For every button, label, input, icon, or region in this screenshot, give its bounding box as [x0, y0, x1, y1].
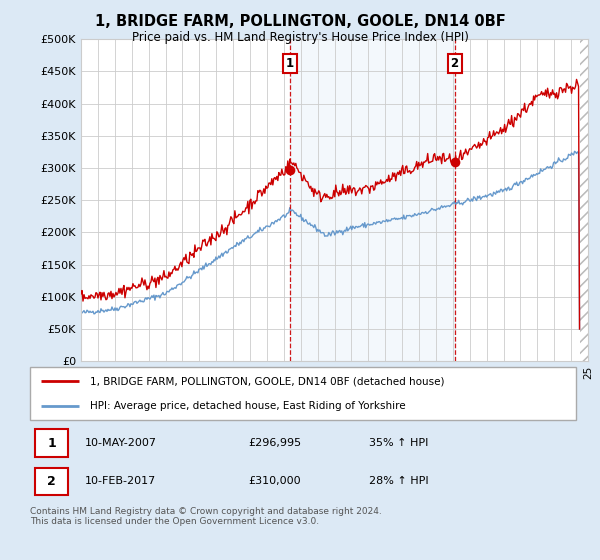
Bar	[580, 39, 588, 361]
Bar	[580, 39, 588, 361]
Text: Contains HM Land Registry data © Crown copyright and database right 2024.
This d: Contains HM Land Registry data © Crown c…	[30, 507, 382, 526]
FancyBboxPatch shape	[30, 367, 576, 420]
FancyBboxPatch shape	[35, 468, 68, 495]
Text: £296,995: £296,995	[248, 438, 302, 448]
Bar	[290, 39, 455, 361]
Text: 28% ↑ HPI: 28% ↑ HPI	[368, 476, 428, 486]
Text: 2: 2	[47, 475, 56, 488]
Text: 2: 2	[451, 57, 459, 70]
Text: 10-MAY-2007: 10-MAY-2007	[85, 438, 157, 448]
Text: 1, BRIDGE FARM, POLLINGTON, GOOLE, DN14 0BF (detached house): 1, BRIDGE FARM, POLLINGTON, GOOLE, DN14 …	[90, 376, 445, 386]
Text: 1, BRIDGE FARM, POLLINGTON, GOOLE, DN14 0BF: 1, BRIDGE FARM, POLLINGTON, GOOLE, DN14 …	[95, 14, 505, 29]
Text: 35% ↑ HPI: 35% ↑ HPI	[368, 438, 428, 448]
Text: 10-FEB-2017: 10-FEB-2017	[85, 476, 156, 486]
Text: 1: 1	[286, 57, 294, 70]
Text: HPI: Average price, detached house, East Riding of Yorkshire: HPI: Average price, detached house, East…	[90, 400, 406, 410]
Text: £310,000: £310,000	[248, 476, 301, 486]
Text: 1: 1	[47, 437, 56, 450]
Bar	[580, 39, 588, 361]
FancyBboxPatch shape	[35, 430, 68, 457]
Text: Price paid vs. HM Land Registry's House Price Index (HPI): Price paid vs. HM Land Registry's House …	[131, 31, 469, 44]
